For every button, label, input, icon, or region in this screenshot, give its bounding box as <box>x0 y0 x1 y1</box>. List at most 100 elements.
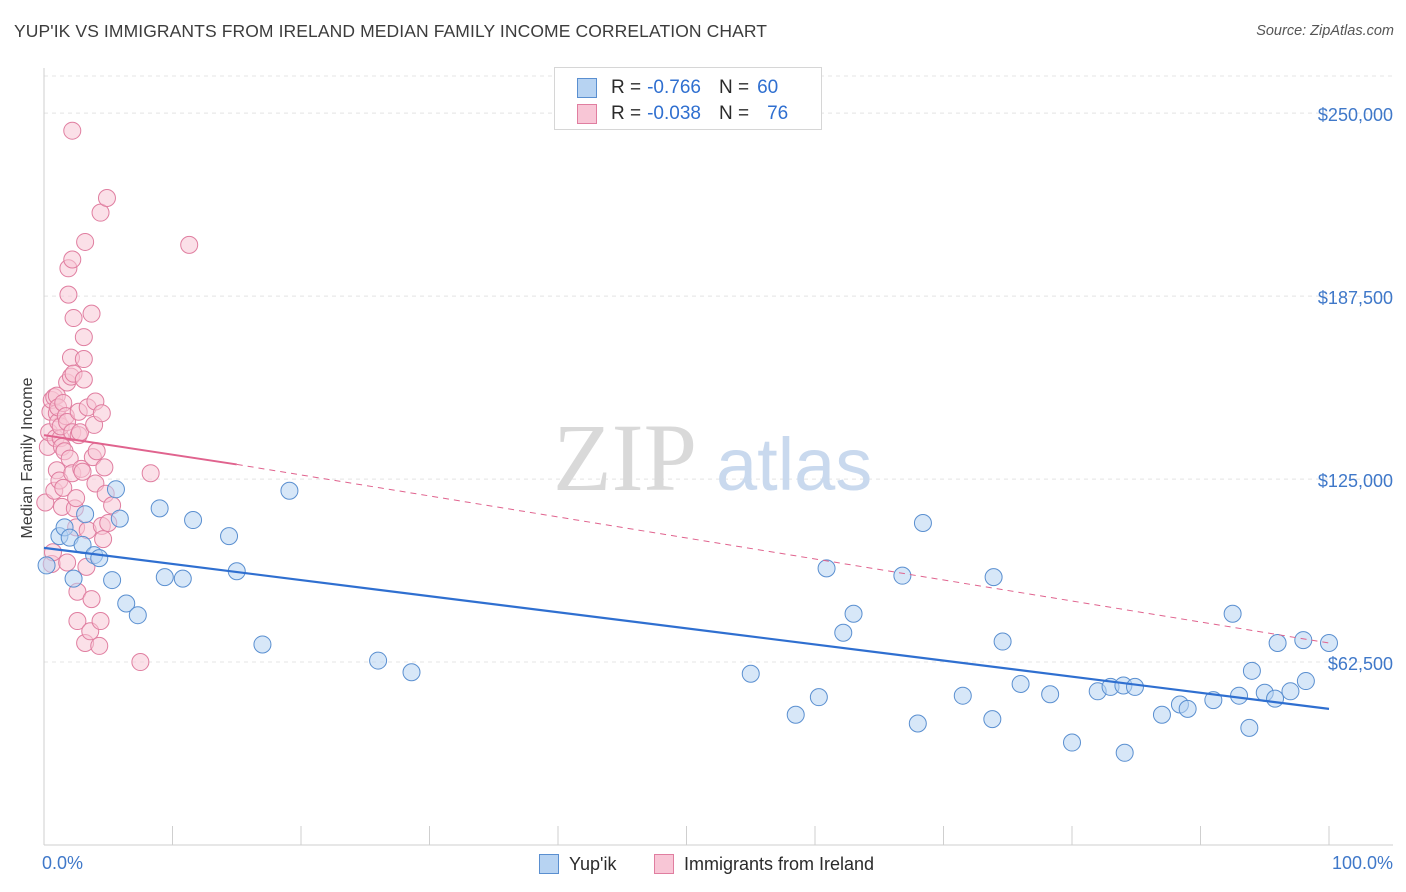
stats-row-ireland: R = -0.038 N = 76 <box>577 102 788 126</box>
data-point-ireland <box>58 553 77 572</box>
data-point-ireland <box>82 590 101 609</box>
legend-label-yupik: Yup'ik <box>569 853 617 874</box>
data-point-ireland <box>64 309 83 328</box>
tick-labels: $62,500 $125,000 $187,500 $250,000 0.0% 100.0… <box>42 105 1393 873</box>
data-point-ireland <box>87 442 106 461</box>
data-point-yupik <box>908 714 927 733</box>
data-point-yupik <box>1115 743 1134 762</box>
data-point-yupik <box>64 569 83 588</box>
data-point-yupik <box>993 632 1012 651</box>
y-tick-label: $250,000 <box>1318 105 1393 125</box>
data-point-ireland <box>141 464 160 483</box>
data-point-yupik <box>128 606 147 625</box>
data-point-ireland <box>74 350 93 369</box>
data-point-ireland <box>63 250 82 269</box>
data-point-yupik <box>983 710 1002 729</box>
stats-r-value: -0.038 <box>647 103 701 124</box>
stats-n-label: N = <box>718 77 750 98</box>
stats-r-label: R = <box>611 103 642 124</box>
data-point-yupik <box>184 511 203 530</box>
watermark: ZIP atlas <box>553 404 872 511</box>
data-point-ireland <box>54 478 73 497</box>
data-point-ireland <box>94 530 113 549</box>
data-point-ireland <box>73 462 92 481</box>
data-point-yupik <box>913 513 932 532</box>
data-point-yupik <box>1296 672 1315 691</box>
data-point-yupik <box>984 568 1003 587</box>
data-point-yupik <box>953 686 972 705</box>
data-point-yupik <box>90 549 109 568</box>
data-point-yupik <box>220 527 239 546</box>
stats-n-value: 60 <box>757 77 779 98</box>
stats-legend-box: R = -0.766 N = 60 R = -0.038 N = 76 <box>554 67 822 130</box>
series-yupik-points <box>37 480 1338 762</box>
data-point-yupik <box>817 559 836 578</box>
data-point-ireland <box>76 232 95 251</box>
axes <box>43 68 1393 846</box>
data-point-yupik <box>155 568 174 587</box>
stats-row-yupik: R = -0.766 N = 60 <box>577 76 778 100</box>
legend-item-yupik[interactable]: Yup'ik <box>539 852 616 876</box>
x-tick-label: 100.0% <box>1332 853 1393 873</box>
stats-n-value: 76 <box>767 103 789 124</box>
data-point-ireland <box>95 458 114 477</box>
source-label: Source: ZipAtlas.com <box>1256 23 1394 39</box>
data-point-ireland <box>74 328 93 347</box>
data-point-ireland <box>90 636 109 655</box>
data-point-ireland <box>68 612 87 631</box>
legend-item-ireland[interactable]: Immigrants from Ireland <box>654 852 874 876</box>
x-tick-label: 0.0% <box>42 853 83 873</box>
data-point-yupik <box>103 571 122 590</box>
stats-swatch-ireland <box>577 104 597 124</box>
data-point-yupik <box>253 635 272 654</box>
data-point-yupik <box>1125 677 1144 696</box>
data-point-yupik <box>786 705 805 724</box>
data-point-yupik <box>1230 686 1249 705</box>
data-point-yupik <box>1041 685 1060 704</box>
legend-swatch-yupik <box>539 854 559 874</box>
data-point-ireland <box>63 121 82 140</box>
stats-n-label: N = <box>718 103 750 124</box>
data-point-yupik <box>1178 699 1197 718</box>
y-tick-label: $62,500 <box>1328 654 1393 674</box>
data-point-yupik <box>1320 634 1338 653</box>
data-point-yupik <box>117 594 136 613</box>
stats-r-label: R = <box>611 77 642 98</box>
trend-line-ireland <box>43 434 237 466</box>
data-point-yupik <box>280 481 299 500</box>
watermark-zip: ZIP <box>553 404 697 511</box>
chart-title: YUP'IK VS IMMIGRANTS FROM IRELAND MEDIAN… <box>14 21 768 41</box>
data-point-yupik <box>369 651 388 670</box>
data-point-yupik <box>106 480 125 499</box>
legend-swatch-ireland <box>654 854 674 874</box>
data-point-yupik <box>37 556 56 575</box>
trend-lines <box>43 434 1330 710</box>
data-point-ireland <box>74 370 93 389</box>
data-point-yupik <box>173 569 192 588</box>
data-point-yupik <box>1294 631 1313 650</box>
data-point-yupik <box>402 663 421 682</box>
y-tick-label: $187,500 <box>1318 288 1393 308</box>
data-point-yupik <box>834 623 853 642</box>
data-point-yupik <box>1223 604 1242 623</box>
data-point-yupik <box>1242 661 1261 680</box>
trend-line-yupik <box>43 546 1330 710</box>
data-point-ireland <box>91 612 110 631</box>
data-point-ireland <box>59 285 78 304</box>
stats-swatch-yupik <box>577 78 597 98</box>
data-point-yupik <box>150 499 169 518</box>
data-point-yupik <box>1063 733 1081 752</box>
trend-line-ireland <box>236 463 1330 644</box>
data-point-yupik <box>893 566 912 585</box>
data-point-ireland <box>131 653 150 672</box>
data-point-yupik <box>1011 674 1030 693</box>
data-point-ireland <box>97 189 116 208</box>
data-point-yupik <box>1152 705 1171 724</box>
legend-label-ireland: Immigrants from Ireland <box>684 853 875 874</box>
data-point-yupik <box>741 664 760 683</box>
y-tick-label: $125,000 <box>1318 471 1393 491</box>
data-point-yupik <box>1268 634 1287 653</box>
data-point-ireland <box>82 304 101 323</box>
data-point-yupik <box>110 509 129 528</box>
data-point-yupik <box>809 688 828 707</box>
